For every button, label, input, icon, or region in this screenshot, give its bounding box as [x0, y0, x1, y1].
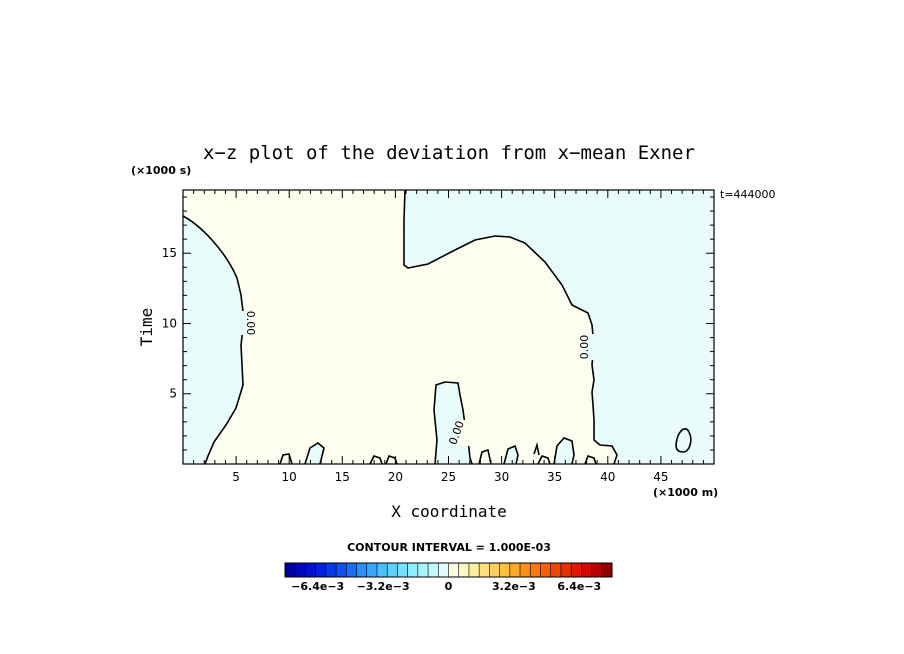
plot-frame: 5 10 15 20 25 30 35 40 45 5 10 15 — [162, 189, 715, 484]
y-axis-label: Time — [137, 308, 156, 347]
time-label: t=444000 — [720, 188, 776, 201]
colorbar-swatch — [438, 563, 449, 577]
contour-label-1: 0.00 — [244, 311, 257, 336]
colorbar-swatch — [571, 563, 582, 577]
colorbar-swatch — [540, 563, 551, 577]
x-axis-label: X coordinate — [391, 502, 507, 521]
colorbar-swatch — [468, 563, 480, 577]
chart-title: x−z plot of the deviation from x−mean Ex… — [203, 142, 695, 164]
negative-region-top-right — [404, 190, 714, 464]
negative-region-left — [183, 216, 244, 464]
colorbar-swatch — [560, 563, 572, 577]
colorbar-swatch — [356, 563, 368, 577]
colorbar-swatch — [601, 563, 613, 577]
colorbar-swatch — [591, 563, 603, 577]
contour-line-small-1 — [304, 442, 325, 465]
colorbar-swatch — [509, 563, 521, 577]
contour-line-tiny-3 — [385, 454, 398, 465]
x-tick-label: 15 — [335, 470, 350, 484]
x-tick-label: 5 — [232, 470, 240, 484]
y-tick-label: 10 — [162, 316, 177, 330]
x-tick-label: 10 — [282, 470, 297, 484]
colorbar-swatch — [346, 563, 357, 577]
contour-line-right — [403, 189, 618, 465]
negative-region-small-4 — [676, 428, 691, 452]
contour-line-small-2 — [503, 444, 519, 465]
contour-line-small-4 — [675, 428, 692, 453]
colorbar-tick-label: −6.4e−3 — [291, 580, 344, 593]
colorbar-swatch — [397, 563, 408, 577]
x-tick-label: 30 — [494, 470, 509, 484]
colorbar-swatch — [305, 563, 316, 577]
colorbar-swatch — [581, 563, 592, 577]
contour-line-tiny-4 — [478, 448, 492, 465]
colorbar-swatch — [448, 563, 460, 577]
contour-label-bg-2 — [586, 334, 598, 360]
colorbar-swatch — [550, 563, 562, 577]
negative-region-small-2 — [504, 446, 518, 464]
colorbar-swatch — [489, 563, 500, 577]
x-unit-label: (×1000 m) — [653, 486, 718, 499]
contour-line-tiny-2 — [369, 455, 383, 465]
colorbar-swatch — [417, 563, 429, 577]
contour-line-left — [182, 215, 245, 465]
colorbar-tick-label: 3.2e−3 — [492, 580, 536, 593]
x-tick-label: 35 — [547, 470, 562, 484]
colorbar-tick-label: 6.4e−3 — [557, 580, 601, 593]
contour-label-bg-3 — [458, 420, 470, 446]
colorbar-swatch — [520, 563, 531, 577]
y-tick-label: 15 — [162, 246, 177, 260]
colorbar-border — [284, 562, 613, 578]
colorbar-swatch — [285, 563, 296, 577]
colorbar-swatch — [376, 563, 388, 577]
colorbar-swatch — [325, 563, 337, 577]
x-tick-label: 20 — [388, 470, 403, 484]
colorbar-swatch — [428, 563, 439, 577]
colorbar-swatch — [387, 563, 398, 577]
colorbar-swatch — [295, 563, 306, 577]
colorbar-swatch — [499, 563, 511, 577]
colorbar-swatch — [366, 563, 378, 577]
colorbar-swatch — [407, 563, 419, 577]
colorbar-tick-label: 0 — [445, 580, 453, 593]
colorbar-swatch — [458, 563, 470, 577]
x-tick-label: 40 — [600, 470, 615, 484]
negative-regions — [183, 190, 714, 464]
colorbar-swatch — [315, 563, 327, 577]
colorbar-tick-label: −3.2e−3 — [357, 580, 410, 593]
x-tick-label: 45 — [653, 470, 668, 484]
contour-line-tiny-6 — [537, 455, 551, 465]
x-tick-label: 25 — [441, 470, 456, 484]
y-tick-label: 5 — [169, 387, 177, 401]
contour-interval-text: CONTOUR INTERVAL = 1.000E-03 — [347, 541, 551, 554]
negative-region-small-1 — [305, 443, 324, 464]
contour-line-small-3 — [553, 437, 575, 465]
colorbar-swatch — [530, 563, 541, 577]
colorbar-swatch — [336, 563, 347, 577]
contour-label-bg-1 — [237, 311, 249, 335]
y-unit-label: (×1000 s) — [131, 164, 191, 177]
colorbar-swatch — [479, 563, 490, 577]
contour-label-2: 0.00 — [578, 335, 591, 360]
contour-line-tiny-5 — [533, 441, 540, 456]
contour-line-tiny-1 — [279, 453, 293, 465]
colorbar: −6.4e−3 −3.2e−3 0 3.2e−3 6.4e−3 — [284, 562, 613, 593]
contour-lines — [182, 189, 692, 465]
